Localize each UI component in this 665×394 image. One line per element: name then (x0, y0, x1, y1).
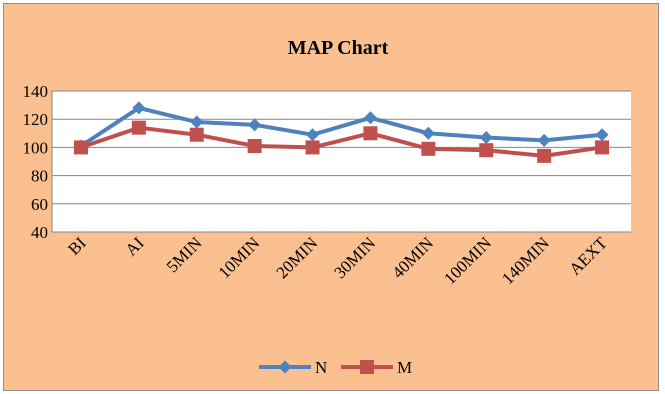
data-point-N (248, 118, 262, 132)
x-axis-ticks: BI AI 5MIN 10MIN 20MIN 30MIN 40MIN 100MIN 140MIN… (64, 233, 611, 288)
grid-lines (51, 90, 631, 233)
legend-item-M: M (341, 358, 412, 377)
data-point-M (537, 148, 552, 163)
x-tick-label: 100MIN (440, 233, 495, 288)
y-tick-label: 60 (31, 195, 48, 214)
y-tick-label: 120 (23, 110, 49, 129)
data-point-M (305, 140, 320, 155)
y-axis-ticks: 40 60 80 100 120 140 (23, 82, 49, 242)
data-point-N (306, 128, 320, 142)
chart-title: MAP Chart (288, 37, 389, 59)
data-point-N (421, 126, 435, 140)
legend-label: M (397, 358, 412, 377)
x-tick-label: 30MIN (330, 233, 379, 282)
data-point-N (479, 131, 493, 145)
x-tick-label: AI (122, 233, 148, 259)
series-line-M (80, 125, 603, 158)
y-tick-label: 80 (31, 167, 48, 186)
series-group (73, 101, 610, 163)
legend-marker (278, 360, 292, 374)
data-point-M (131, 120, 146, 135)
x-tick-label: BI (64, 233, 90, 259)
y-tick-label: 100 (23, 138, 49, 157)
y-tick-label: 140 (23, 82, 49, 101)
map-chart: MAP Chart 40 60 80 100 120 140 BI AI 5MIN 10MIN 2… (23, 37, 631, 377)
data-point-N (595, 128, 609, 142)
data-point-N (363, 111, 377, 125)
data-point-N (190, 115, 204, 129)
data-point-M (247, 138, 262, 153)
data-point-N (537, 133, 551, 147)
x-tick-label: 20MIN (273, 233, 322, 282)
data-point-M (73, 140, 88, 155)
legend-item-N: N (259, 358, 327, 377)
legend-marker (360, 360, 374, 374)
series-line-N (79, 105, 603, 148)
data-point-M (421, 141, 436, 156)
data-point-M (363, 126, 378, 141)
series-M (73, 120, 610, 163)
x-tick-label: 40MIN (388, 233, 437, 282)
data-point-N (132, 101, 146, 115)
plot-area (52, 91, 631, 232)
legend-label: N (315, 358, 327, 377)
data-point-M (479, 143, 494, 158)
x-tick-label: 10MIN (215, 233, 264, 282)
y-tick-label: 40 (31, 223, 48, 242)
data-point-M (189, 127, 204, 142)
data-point-M (595, 140, 610, 155)
x-tick-label: 140MIN (498, 233, 553, 288)
x-tick-label: AEXT (565, 233, 611, 279)
x-tick-label: 5MIN (163, 233, 206, 276)
chart-area: MAP Chart 40 60 80 100 120 140 BI AI 5MIN 10MIN 2… (3, 3, 659, 391)
